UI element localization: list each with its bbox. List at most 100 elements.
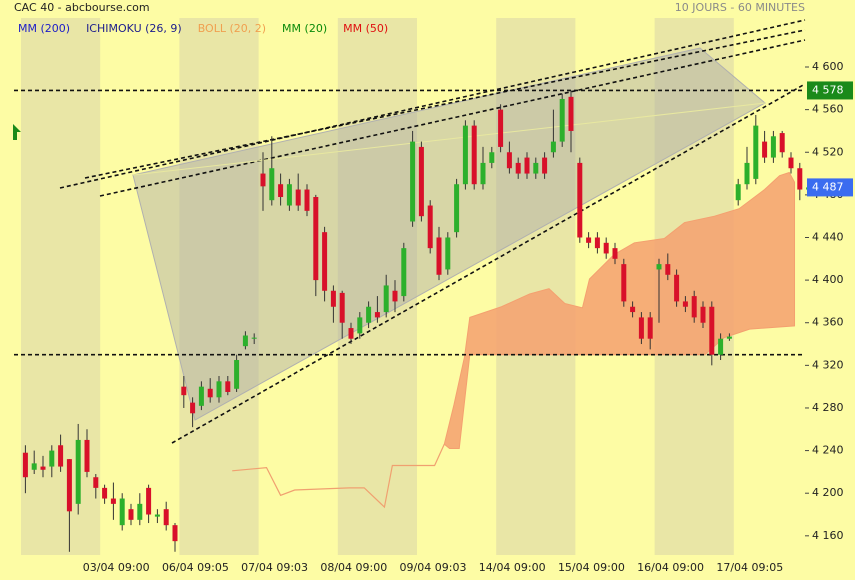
trendline [84,29,806,179]
candle-body [454,184,460,233]
chart-title: CAC 40 - abcbourse.com [14,1,150,14]
x-tick-label: 17/04 09:05 [716,561,783,574]
candle-body [22,452,28,478]
ichimoku-cloud [232,171,796,509]
y-tick-label: 4 440 [812,230,844,243]
y-tick-label: 4 360 [812,316,844,329]
candle-body [392,290,398,302]
y-tick-label: 4 160 [812,529,844,542]
candle-body [128,509,134,520]
plot [14,89,812,552]
candle-body [234,360,240,389]
candle-body [40,466,46,470]
price-label: 4 487 [812,180,844,193]
candle-body [445,237,451,270]
candle-body [700,306,706,323]
candle-body [515,162,521,174]
y-tick-label: 4 280 [812,401,844,414]
price-label: 4 578 [812,83,844,96]
candle-body [489,152,495,163]
trendlines [59,19,806,444]
candle-body [190,402,196,414]
candle-body [691,296,697,318]
candle-body [770,136,776,158]
legend-item: ICHIMOKU (26, 9) [86,22,182,35]
x-tick-label: 07/04 09:03 [241,561,308,574]
candle-body [269,168,275,201]
candle-body [559,98,565,142]
candle-body [286,184,292,206]
candle-body [110,498,116,504]
candle-body [216,381,222,398]
legend-item: MM (50) [343,22,388,35]
legend-item: MM (20) [282,22,327,35]
candle-body [278,184,284,197]
candle-body [779,133,785,153]
candle-body [550,141,556,153]
x-tick-label: 09/04 09:03 [400,561,467,574]
candle-body [357,317,363,334]
candle-body [542,157,548,174]
candle-body [366,306,372,323]
candle-body [647,317,653,339]
candle-body [665,264,671,275]
y-tick-label: 4 560 [812,103,844,116]
candle-body [137,503,143,520]
candle-body [594,237,600,249]
arrow-icon [13,124,21,140]
candle-body [427,205,433,249]
candle-body [788,157,794,169]
chart-subtitle: 10 JOURS - 60 MINUTES [675,1,805,14]
trendline [59,19,806,189]
y-tick-label: 4 240 [812,444,844,457]
candle-body [638,317,644,339]
x-tick-label: 08/04 09:00 [320,561,387,574]
candle-body [295,189,301,206]
x-tick-label: 06/04 09:05 [162,561,229,574]
candle-body [198,386,204,406]
candle-body [709,306,715,355]
candle-body [322,232,328,291]
candle-body [401,248,407,297]
candle-body [348,328,354,339]
candle-body [374,312,380,318]
candle-body [66,459,72,512]
cloud-area [443,171,796,449]
candle-body [58,445,64,467]
candle-body [744,162,750,185]
candle-body [718,338,724,355]
candle-body [524,157,530,174]
candle-body [471,125,477,185]
candle-body [154,514,160,517]
candle-body [674,274,680,302]
candle-body [568,96,574,131]
candle-body [797,168,803,190]
y-tick-label: 4 600 [812,60,844,73]
candle-body [242,335,248,347]
legend-item: BOLL (20, 2) [198,22,266,35]
x-tick-label: 16/04 09:00 [637,561,704,574]
candle-body [630,306,636,313]
x-tick-label: 14/04 09:00 [479,561,546,574]
candle-body [383,285,389,313]
candle-body [498,109,504,147]
candle-body [75,439,81,504]
price-label-box [807,178,853,197]
candle-body [146,487,152,515]
candle-body [577,162,583,238]
candle-body [418,146,424,217]
candle-body [304,189,310,211]
lagging-line [232,443,445,509]
candle-body [462,125,468,185]
candle-body [762,141,768,158]
x-tick-label: 03/04 09:00 [83,561,150,574]
day-band [21,18,101,555]
candle-body [533,162,539,174]
day-band [179,18,259,555]
candle-body [251,337,257,339]
candle-body [102,487,108,499]
trendline [99,39,806,197]
mid-line [132,102,766,176]
candle-body [163,509,169,526]
candle-body [313,197,319,281]
